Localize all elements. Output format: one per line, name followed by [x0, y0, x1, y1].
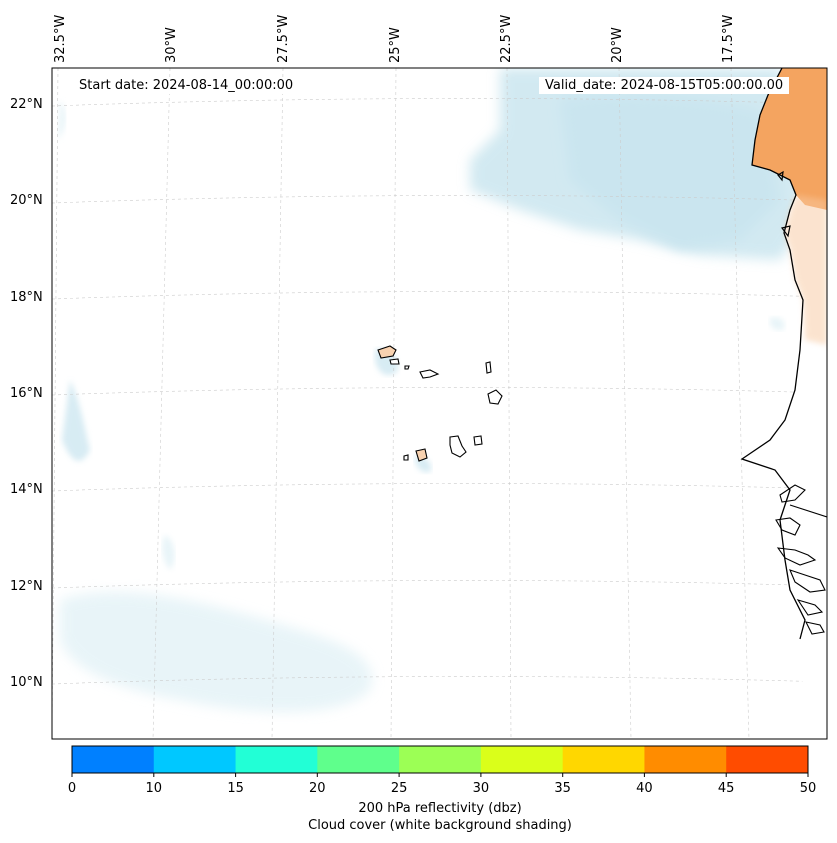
colorbar-border [71, 745, 809, 774]
colorbar-tick-label: 15 [227, 781, 244, 796]
colorbar-tick-label: 0 [67, 781, 77, 796]
island-santa-luzia [404, 365, 410, 370]
coastline-cape-blanc [777, 170, 791, 238]
valid-date-label: Valid_date: 2024-08-15T05:00:00.00 [539, 77, 790, 94]
colorbar-title: 200 hPa reflectivity (dbz) [358, 801, 522, 816]
colorbar [72, 746, 809, 773]
island-santiago [449, 435, 467, 458]
colorbar-tick-label: 20 [309, 781, 326, 796]
coastline-gambia [779, 484, 827, 518]
lon-label-20w: 20°W [610, 27, 625, 63]
lon-label-30w: 30°W [164, 27, 179, 63]
lon-label-22-5w: 22.5°W [499, 14, 514, 63]
island-brava [403, 454, 409, 461]
lat-label-22n: 22°N [10, 97, 43, 112]
lat-label-12n: 12°N [10, 579, 43, 594]
colorbar-tick-label: 10 [145, 781, 163, 796]
island-boa-vista [487, 389, 503, 405]
colorbar-segment [726, 746, 809, 773]
lon-label-27-5w: 27.5°W [276, 14, 291, 63]
colorbar-tick-label: 30 [472, 781, 490, 796]
graticule [52, 68, 827, 739]
sahara-heat-shading [752, 68, 827, 210]
coastline-guinea-bissau [775, 517, 826, 635]
colorbar-tick-label: 50 [799, 781, 817, 796]
colorbar-segment [235, 746, 318, 773]
colorbar-segment [153, 746, 237, 773]
colorbar-segment [72, 746, 155, 773]
colorbar-ticks [71, 773, 809, 777]
colorbar-subtitle: Cloud cover (white background shading) [308, 818, 572, 833]
lon-label-17-5w: 17.5°W [721, 14, 736, 63]
colorbar-segment [480, 746, 564, 773]
lat-label-18n: 18°N [10, 290, 43, 305]
island-sal [485, 361, 492, 374]
colorbar-segment [399, 746, 482, 773]
lat-label-16n: 16°N [10, 386, 43, 401]
cape-verde-islands [377, 345, 503, 462]
lon-label-32-5w: 32.5°W [53, 14, 68, 63]
colorbar-tick-label: 35 [554, 781, 571, 796]
island-santo-antao [377, 345, 397, 359]
colorbar-segment [562, 746, 645, 773]
colorbar-tick-label: 45 [717, 781, 735, 796]
colorbar-tick-label: 40 [636, 781, 653, 796]
colorbar-segment [317, 746, 400, 773]
colorbar-segment [644, 746, 727, 773]
island-fogo [415, 448, 428, 462]
island-maio [473, 435, 483, 446]
island-sao-nicolau [419, 369, 440, 379]
start-date-label: Start date: 2024-08-14_00:00:00 [73, 77, 300, 94]
lat-label-10n: 10°N [10, 675, 43, 690]
map-border [51, 67, 828, 740]
coastline [740, 68, 806, 640]
lat-label-14n: 14°N [10, 482, 43, 497]
lon-label-25w: 25°W [388, 27, 403, 63]
island-sao-vicente [389, 358, 400, 365]
sahara-heat-fade [784, 195, 827, 345]
lat-label-20n: 20°N [10, 193, 43, 208]
colorbar-tick-label: 25 [390, 781, 408, 796]
